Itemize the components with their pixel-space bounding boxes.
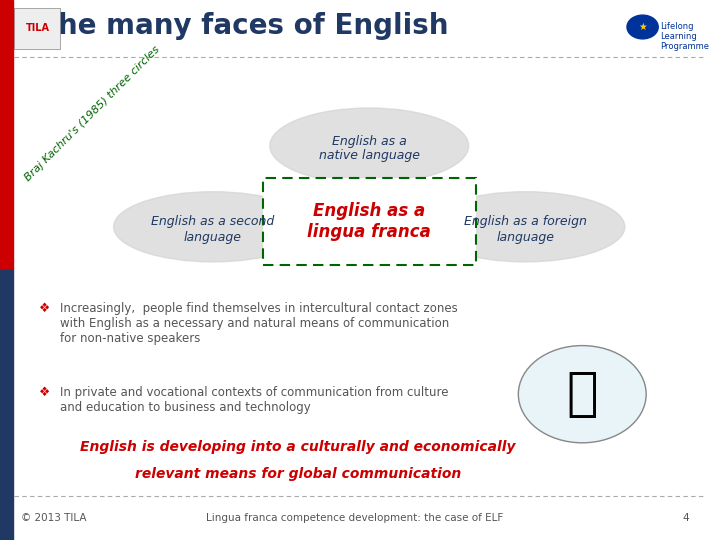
Text: The many faces of English: The many faces of English (39, 12, 449, 40)
Text: relevant means for global communication: relevant means for global communication (135, 467, 462, 481)
FancyBboxPatch shape (263, 178, 476, 265)
Text: Lifelong
Learning
Programme: Lifelong Learning Programme (660, 22, 709, 51)
Text: 🌍: 🌍 (567, 368, 598, 420)
Text: © 2013 TILA: © 2013 TILA (22, 514, 87, 523)
Ellipse shape (426, 192, 625, 262)
Text: TILA: TILA (26, 23, 50, 33)
Text: ❖: ❖ (39, 386, 50, 399)
Circle shape (627, 15, 658, 39)
Text: Braj Kachru's (1985) three circles: Braj Kachru's (1985) three circles (23, 44, 162, 183)
Text: English as a second
language: English as a second language (151, 215, 274, 244)
Ellipse shape (270, 108, 469, 184)
Circle shape (518, 346, 646, 443)
Text: ❖: ❖ (39, 302, 50, 315)
Text: 4: 4 (682, 514, 689, 523)
Text: In private and vocational contexts of communication from culture
and education t: In private and vocational contexts of co… (60, 386, 449, 414)
Ellipse shape (114, 192, 312, 262)
Text: English as a foreign
language: English as a foreign language (464, 215, 587, 244)
Text: Lingua franca competence development: the case of ELF: Lingua franca competence development: th… (207, 514, 504, 523)
FancyBboxPatch shape (14, 8, 60, 49)
Text: English as a
native language: English as a native language (319, 134, 420, 163)
Text: English as a
lingua franca: English as a lingua franca (307, 202, 431, 241)
Text: ★: ★ (638, 22, 647, 32)
Text: English is developing into a culturally and economically: English is developing into a culturally … (81, 440, 516, 454)
Text: Increasingly,  people find themselves in intercultural contact zones
with Englis: Increasingly, people find themselves in … (60, 302, 458, 346)
